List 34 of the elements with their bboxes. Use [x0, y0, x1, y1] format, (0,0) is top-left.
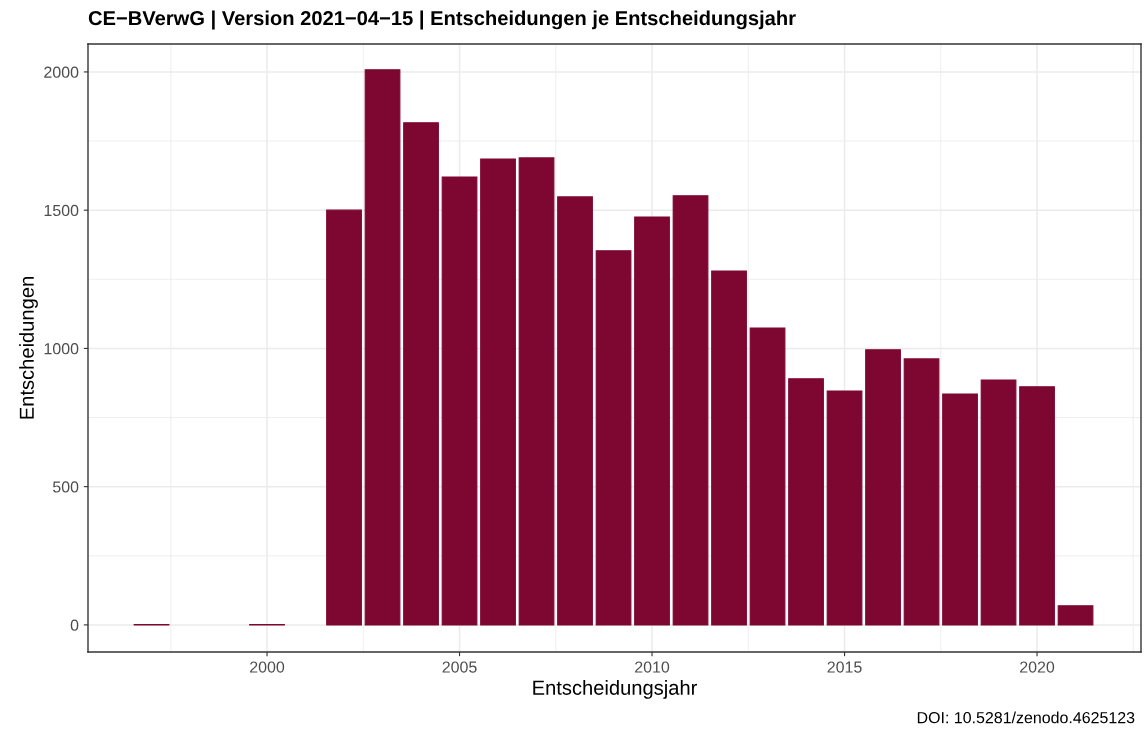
bar	[595, 250, 632, 626]
bar	[865, 349, 901, 626]
y-tick-label: 500	[52, 481, 79, 493]
x-tick-label: 2010	[635, 661, 670, 673]
bar	[326, 209, 362, 626]
bar	[403, 122, 439, 626]
bar	[980, 379, 1017, 626]
bar	[518, 157, 555, 626]
bar	[1057, 605, 1094, 626]
bar	[711, 270, 747, 626]
bar	[749, 327, 786, 626]
y-tick-label: 0	[70, 619, 79, 631]
bar	[557, 196, 593, 626]
bar	[903, 358, 940, 626]
x-tick-label: 2000	[250, 661, 285, 673]
x-axis-title: Entscheidungsjahr	[533, 680, 698, 699]
bar	[441, 176, 478, 626]
bar	[942, 393, 978, 626]
bar	[788, 378, 824, 626]
bar	[364, 69, 401, 626]
bar	[1019, 386, 1055, 626]
bar	[480, 158, 516, 626]
x-tick-label: 2005	[442, 661, 477, 673]
y-axis-title: Entscheidungen	[19, 277, 38, 419]
x-tick-label: 2015	[827, 661, 862, 673]
text: DOI: 10.5281/zenodo.4625123	[917, 711, 1135, 724]
bar	[634, 216, 670, 626]
y-tick-label: 2000	[44, 66, 79, 78]
bar	[826, 390, 863, 626]
y-tick-label: 1500	[44, 204, 79, 217]
chart-title: CE−BVerwG | Version 2021−04−15 | Entscheidungen je Entscheidungsjahr	[88, 10, 796, 30]
y-tick-label: 1000	[44, 343, 79, 355]
bar	[672, 195, 709, 626]
x-tick-label: 2020	[1020, 661, 1055, 673]
